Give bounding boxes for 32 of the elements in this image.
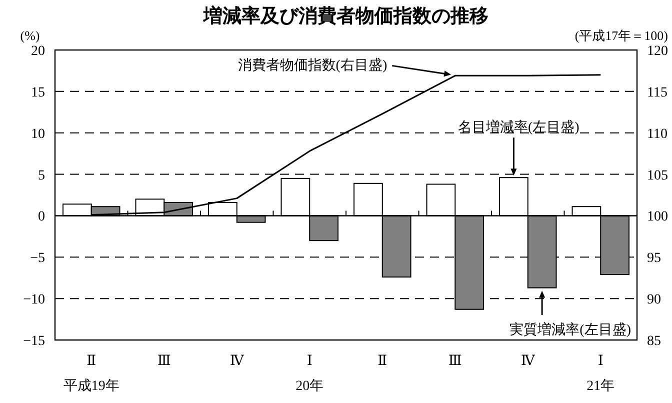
y-tick-label: 10	[31, 126, 45, 142]
y2-tick-label: 85	[647, 334, 661, 349]
chart-title: 増減率及び消費者物価指数の推移	[202, 5, 488, 27]
x-tick-label: Ⅲ	[448, 354, 462, 369]
y-tick-label: 20	[31, 44, 45, 59]
y2-tick-label: 100	[647, 210, 668, 225]
text: 平成19年	[63, 378, 120, 394]
y-tick-label: 5	[38, 168, 45, 184]
y-tick-label: −15	[23, 334, 45, 349]
y2-tick-label: 115	[647, 85, 668, 100]
y-tick-label: −10	[23, 292, 45, 308]
y-tick-label: −5	[30, 251, 45, 266]
y2-tick-label: 90	[647, 292, 661, 308]
legend-label: 消費者物価指数(右目盛)	[238, 58, 388, 74]
x-tick-label: Ⅱ	[86, 354, 96, 369]
y-axis-title: (%)	[20, 28, 40, 43]
y-tick-label: 15	[31, 85, 45, 100]
text: 実質増減率(左目盛)	[510, 321, 632, 338]
x-tick-label: Ⅱ	[378, 354, 388, 369]
y2-tick-label: 95	[647, 251, 661, 266]
x-tick-label: Ⅳ	[520, 354, 536, 369]
y2-tick-label: 105	[647, 168, 668, 184]
x-tick-label: Ⅳ	[230, 354, 245, 369]
y2-tick-label: 110	[647, 126, 668, 142]
y-tick-label: 0	[38, 210, 45, 225]
x-tick-label: Ⅲ	[157, 354, 171, 369]
text: 21年	[586, 378, 615, 394]
x-tick-label: Ⅰ	[306, 354, 312, 369]
x-tick-label: Ⅰ	[598, 354, 604, 369]
text: 20年	[296, 378, 324, 394]
y2-axis-title: (平成17年＝100)	[574, 28, 668, 43]
y2-tick-label: 120	[647, 44, 668, 59]
